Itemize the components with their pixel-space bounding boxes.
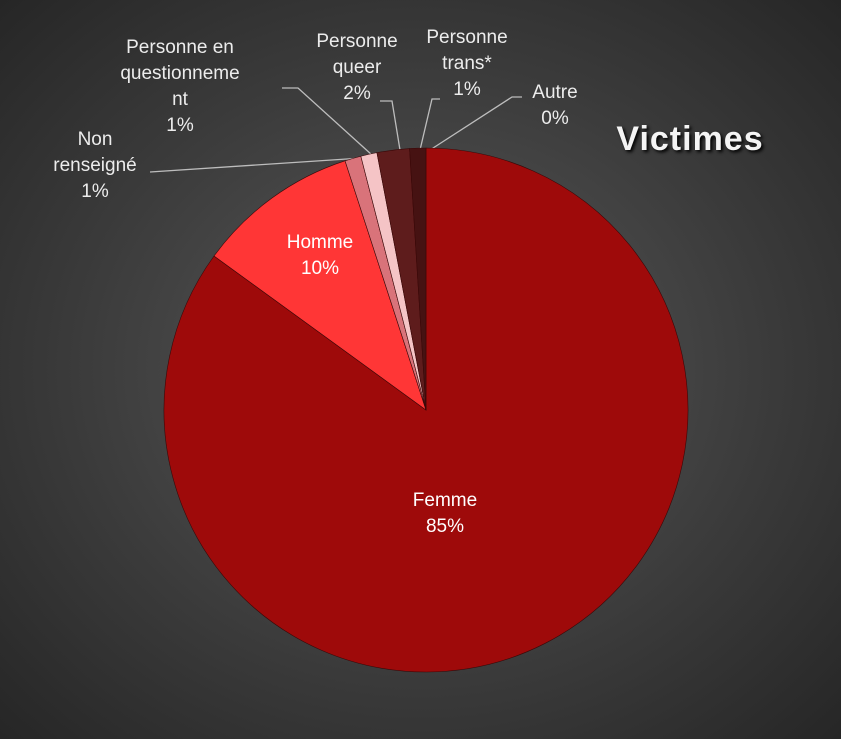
pie-slice (213, 160, 427, 411)
chart-title: Victimes (616, 120, 764, 158)
value-label: 85% (425, 516, 465, 537)
category-label: Femme (412, 490, 478, 511)
category-label: Homme (286, 232, 354, 253)
value-label: 1% (453, 79, 481, 100)
category-label: Personne queer (316, 31, 398, 78)
leader-line (429, 96, 522, 151)
data-label: Personne queer 2% (297, 29, 417, 107)
leader-line (282, 87, 373, 156)
leader-line (380, 100, 401, 151)
leader-line (419, 98, 440, 151)
value-label: 1% (81, 181, 109, 202)
data-label: Non renseigné 1% (40, 127, 150, 205)
value-label: 2% (343, 83, 371, 104)
category-label: Personne trans* (426, 27, 508, 74)
data-label: Homme 10% (255, 230, 385, 282)
data-label: Femme 85% (380, 488, 510, 540)
category-label: Autre (532, 82, 578, 103)
category-label: Non renseigné (53, 129, 137, 176)
slices (163, 147, 689, 673)
leader-lines (149, 87, 522, 173)
data-label: Personne en questionnement 1% (118, 35, 242, 139)
data-label: Personne trans* 1% (407, 25, 527, 103)
pie-slice (409, 147, 427, 411)
leader-line (149, 157, 363, 173)
data-label: Autre 0% (520, 80, 590, 132)
category-label: Personne en questionnement (120, 37, 240, 110)
value-label: 0% (541, 108, 569, 129)
value-label: 1% (166, 115, 194, 136)
value-label: 10% (300, 258, 340, 279)
